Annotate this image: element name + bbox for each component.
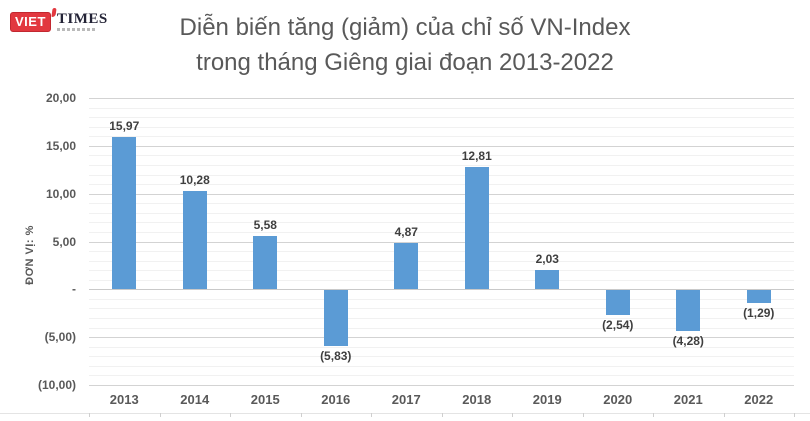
y-tick-label: (10,00) xyxy=(37,378,76,392)
major-gridline xyxy=(89,241,794,243)
x-tick-label-2021: 2021 xyxy=(673,392,703,407)
data-label-2020: (2,54) xyxy=(602,317,634,332)
minor-gridline xyxy=(89,155,794,157)
data-label-2017: 4,87 xyxy=(394,224,418,239)
major-gridline xyxy=(89,337,794,339)
x-tick-label-2019: 2019 xyxy=(532,392,562,407)
category-axis-tick xyxy=(89,413,90,417)
bar-2017[interactable] xyxy=(394,242,419,290)
category-axis-tick xyxy=(653,413,654,417)
category-axis-tick xyxy=(300,413,302,417)
x-tick-label-2016: 2016 xyxy=(321,392,351,407)
y-tick-label: 10,00 xyxy=(45,186,76,201)
logo-viet-box: VIET xyxy=(10,12,51,32)
data-label-2014: 10,28 xyxy=(179,172,210,187)
logo-tagline-strip xyxy=(56,28,97,31)
logo-times-block: TIMES xyxy=(56,11,108,31)
zero-axis-line xyxy=(89,289,794,291)
category-axis-tick xyxy=(794,413,795,417)
minor-gridline xyxy=(89,298,794,300)
minor-gridline xyxy=(89,279,794,281)
minor-gridline xyxy=(89,203,794,205)
major-gridline xyxy=(89,98,794,99)
bar-2021[interactable] xyxy=(676,290,701,332)
x-tick-label-2018: 2018 xyxy=(462,392,492,407)
minor-gridline xyxy=(89,327,794,329)
plot-area: 15,97 10,28 5,58 (5,83) 4,87 12,81 2,03 (2,54) (… xyxy=(89,98,794,386)
x-tick-label-2022: 2022 xyxy=(744,392,774,407)
data-label-2022: (1,29) xyxy=(743,305,775,320)
chart-title: Diễn biến tăng (giảm) của chỉ số VN-Inde… xyxy=(0,10,810,80)
minor-gridline xyxy=(89,107,794,109)
bar-2019[interactable] xyxy=(535,269,560,290)
y-tick-label: 5,00 xyxy=(52,234,76,249)
y-tick-label: 20,00 xyxy=(45,91,76,105)
bar-2018[interactable] xyxy=(464,166,489,290)
minor-gridline xyxy=(89,184,794,186)
x-tick-label-2020: 2020 xyxy=(603,392,633,407)
logo-times-text: TIMES xyxy=(56,11,108,27)
bar-2022[interactable] xyxy=(746,290,771,303)
x-tick-label-2015: 2015 xyxy=(250,392,280,407)
minor-gridline xyxy=(89,346,794,348)
bar-2013[interactable] xyxy=(112,136,137,290)
category-axis-tick xyxy=(159,413,161,417)
chart-title-line1: Diễn biến tăng (giảm) của chỉ số VN-Inde… xyxy=(179,14,631,41)
category-axis-tick xyxy=(512,413,513,417)
minor-gridline xyxy=(89,222,794,224)
category-axis-tick xyxy=(230,413,231,417)
data-label-2018: 12,81 xyxy=(461,148,492,163)
bar-2014[interactable] xyxy=(182,190,207,290)
y-tick-label: 15,00 xyxy=(45,138,76,153)
minor-gridline xyxy=(89,126,794,128)
minor-gridline xyxy=(89,260,794,262)
minor-gridline xyxy=(89,365,794,367)
bar-2015[interactable] xyxy=(253,235,278,290)
y-tick-label: (5,00) xyxy=(44,330,76,345)
data-label-2016: (5,83) xyxy=(320,349,352,364)
minor-gridline xyxy=(89,318,794,320)
category-axis-tick xyxy=(582,413,584,417)
data-label-2015: 5,58 xyxy=(253,217,277,232)
data-label-2019: 2,03 xyxy=(535,251,559,266)
x-tick-label-2017: 2017 xyxy=(391,392,421,407)
major-gridline xyxy=(89,385,794,386)
minor-gridline xyxy=(89,356,794,358)
data-label-2021: (4,28) xyxy=(672,334,704,349)
minor-gridline xyxy=(89,375,794,377)
category-axis-tick xyxy=(441,413,443,417)
minor-gridline xyxy=(89,174,794,176)
category-axis-line xyxy=(0,413,810,414)
minor-gridline xyxy=(89,212,794,214)
category-axis-tick xyxy=(723,413,725,417)
minor-gridline xyxy=(89,251,794,253)
bar-2016[interactable] xyxy=(323,290,348,347)
chart-title-line2: trong tháng Giêng giai đoạn 2013-2022 xyxy=(196,49,614,76)
viettimes-logo: VIET TIMES xyxy=(10,8,108,36)
x-tick-label-2013: 2013 xyxy=(109,392,139,407)
minor-gridline xyxy=(89,308,794,310)
minor-gridline xyxy=(89,270,794,272)
category-axis-tick xyxy=(371,413,372,417)
major-gridline xyxy=(89,193,794,195)
y-tick-label: - xyxy=(72,282,76,297)
major-gridline xyxy=(89,145,794,147)
bar-2020[interactable] xyxy=(605,290,630,315)
minor-gridline xyxy=(89,231,794,233)
x-tick-label-2014: 2014 xyxy=(180,392,210,407)
minor-gridline xyxy=(89,117,794,119)
data-label-2013: 15,97 xyxy=(109,118,140,133)
minor-gridline xyxy=(89,136,794,138)
minor-gridline xyxy=(89,164,794,166)
